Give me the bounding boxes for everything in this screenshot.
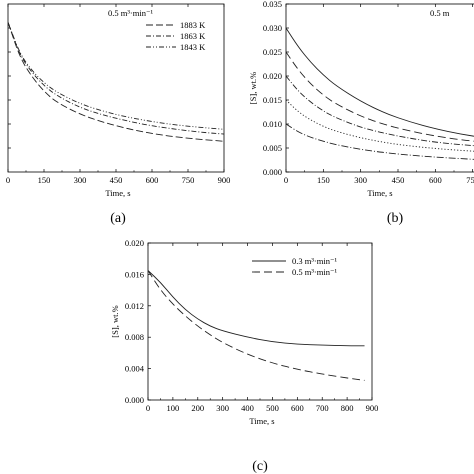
series-line-5 xyxy=(286,123,474,160)
x-tick-label: 300 xyxy=(354,175,367,185)
legend-label: 1883 K xyxy=(180,20,206,30)
x-axis-label: Time, s xyxy=(367,188,392,198)
x-axis-label: Time, s xyxy=(105,188,130,198)
y-tick-label: 0.035 xyxy=(263,0,282,9)
y-axis-label: [S], wt.% xyxy=(110,305,120,337)
x-tick-label: 0 xyxy=(146,403,150,413)
series-line-3 xyxy=(8,22,224,130)
plot-frame xyxy=(285,3,474,173)
x-tick-label: 900 xyxy=(218,175,231,185)
x-axis-label: Time, s xyxy=(249,416,274,426)
y-tick-label: 0.016 xyxy=(125,269,144,279)
y-tick-label: 0.004 xyxy=(125,364,145,374)
plot-frame xyxy=(147,242,373,401)
y-axis-label: [S], wt.% xyxy=(248,72,258,104)
x-tick-label: 900 xyxy=(366,403,379,413)
x-tick-label: 400 xyxy=(241,403,254,413)
x-tick-label: 450 xyxy=(392,175,405,185)
x-tick-label: 600 xyxy=(146,175,159,185)
y-tick-label: 0.020 xyxy=(125,238,144,248)
x-tick-label: 800 xyxy=(341,403,354,413)
legend-title: 0.5 m³·min⁻¹ xyxy=(108,8,153,18)
y-tick-label: 0.030 xyxy=(263,23,282,33)
series-line-1 xyxy=(286,27,474,137)
series-line-4 xyxy=(286,99,474,152)
x-tick-label: 300 xyxy=(74,175,87,185)
chart-b: 0 150 300 450 600 750 0.000 0.005 0.010 0.015 0.02… xyxy=(248,0,474,226)
x-tick-label: 750 xyxy=(466,175,474,185)
x-tick-label: 500 xyxy=(266,403,279,413)
x-tick-label: 750 xyxy=(182,175,195,185)
y-tick-label: 0.020 xyxy=(263,71,282,81)
series-line-1 xyxy=(8,22,224,142)
x-tick-label: 600 xyxy=(429,175,442,185)
x-tick-label: 150 xyxy=(38,175,51,185)
x-tick-label: 100 xyxy=(167,403,180,413)
x-tick-label: 0 xyxy=(284,175,288,185)
y-tick-label: 0.005 xyxy=(263,143,282,153)
x-tick-label: 200 xyxy=(191,403,204,413)
x-tick-label: 600 xyxy=(291,403,304,413)
legend-title: 0.5 m xyxy=(430,8,450,18)
chart-c: 0 100 200 300 400 500 600 700 800 900 0.000 0.004 0.… xyxy=(110,238,378,474)
panel-caption: (a) xyxy=(110,211,126,226)
y-tick-label: 0.015 xyxy=(263,95,282,105)
y-tick-label: 0.000 xyxy=(125,395,144,405)
y-tick-label: 0.010 xyxy=(263,119,282,129)
chart-a: 0 150 300 450 600 750 900 Time, s 0.5 m³·min⁻¹ 18… xyxy=(6,3,231,226)
series-line-2 xyxy=(286,51,474,142)
series-line-2 xyxy=(148,270,365,381)
panel-caption: (c) xyxy=(252,459,268,474)
y-tick-label: 0.025 xyxy=(263,47,282,57)
y-tick-label: 0.000 xyxy=(263,167,282,177)
legend-label: 1863 K xyxy=(180,31,206,41)
legend-label: 0.3 m³·min⁻¹ xyxy=(292,256,337,266)
x-tick-label: 450 xyxy=(110,175,123,185)
x-tick-label: 0 xyxy=(6,175,10,185)
y-tick-label: 0.012 xyxy=(125,301,144,311)
panel-caption: (b) xyxy=(387,211,404,226)
series-line-3 xyxy=(286,75,474,147)
legend-label: 0.5 m³·min⁻¹ xyxy=(292,267,337,277)
series-line-1 xyxy=(148,270,365,347)
y-tick-label: 0.008 xyxy=(125,332,144,342)
x-tick-label: 150 xyxy=(317,175,330,185)
legend-label: 1843 K xyxy=(180,42,206,52)
x-tick-label: 700 xyxy=(316,403,329,413)
series-line-2 xyxy=(8,22,224,135)
x-tick-label: 300 xyxy=(216,403,229,413)
